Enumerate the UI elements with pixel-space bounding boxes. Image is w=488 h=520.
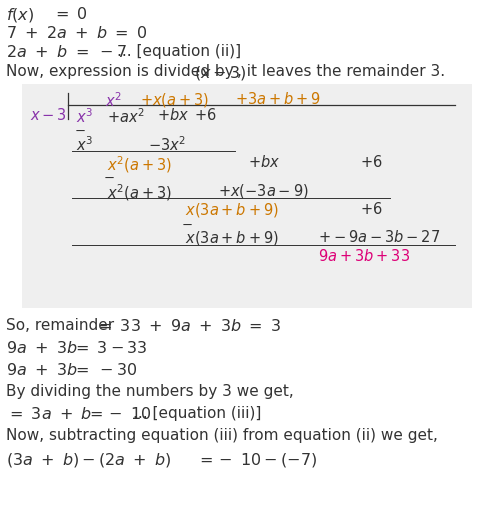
Text: $+3a+b+9$: $+3a+b+9$	[235, 91, 321, 107]
Text: $-3x^2$: $-3x^2$	[148, 135, 186, 154]
Text: $+x(a+3)$: $+x(a+3)$	[140, 91, 209, 109]
Text: $= \ 33 \ + \ 9a \ + \ 3b \ = \ 3$: $= \ 33 \ + \ 9a \ + \ 3b \ = \ 3$	[95, 318, 282, 335]
Text: $+6$: $+6$	[360, 201, 383, 217]
Text: $9a \ + \ 3b$: $9a \ + \ 3b$	[6, 362, 78, 379]
Text: $+-9a-3b-27$: $+-9a-3b-27$	[318, 229, 440, 245]
Text: $2a \ + \ b$: $2a \ + \ b$	[6, 44, 67, 61]
Text: $-$: $-$	[181, 218, 193, 231]
Text: $x^2(a+3)$: $x^2(a+3)$	[107, 182, 172, 203]
Text: $x^3$: $x^3$	[76, 107, 93, 126]
Text: $x(3a+b+9)$: $x(3a+b+9)$	[185, 229, 279, 247]
Text: By dividing the numbers by 3 we get,: By dividing the numbers by 3 we get,	[6, 384, 294, 399]
Text: $= \ -30$: $= \ -30$	[72, 362, 138, 379]
Text: $x^2$: $x^2$	[105, 91, 122, 110]
Text: ... [equation (ii)]: ... [equation (ii)]	[117, 44, 241, 59]
Text: $+bx$: $+bx$	[248, 154, 280, 170]
Text: $(3a \ + \ b) - (2a \ + \ b)$: $(3a \ + \ b) - (2a \ + \ b)$	[6, 451, 172, 469]
Text: $x-3$: $x-3$	[30, 107, 67, 123]
Text: $+6$: $+6$	[194, 107, 217, 123]
Text: $x^3$: $x^3$	[76, 135, 93, 154]
Text: $7 \ + \ 2a \ + \ b \ = \ 0$: $7 \ + \ 2a \ + \ b \ = \ 0$	[6, 25, 147, 42]
Text: $-$: $-$	[103, 171, 115, 184]
Text: Now, expression is divided by: Now, expression is divided by	[6, 64, 239, 79]
Text: $f(x)$: $f(x)$	[6, 6, 34, 24]
FancyBboxPatch shape	[22, 84, 472, 308]
Text: $= \ 3a \ + \ b$: $= \ 3a \ + \ b$	[6, 406, 92, 423]
Text: $= \ 0$: $= \ 0$	[52, 6, 88, 23]
Text: Now, subtracting equation (iii) from equation (ii) we get,: Now, subtracting equation (iii) from equ…	[6, 428, 438, 443]
Text: $= - \ 10$: $= - \ 10$	[86, 406, 152, 423]
Text: $+x(-3a-9)$: $+x(-3a-9)$	[218, 182, 309, 200]
Text: $9a+3b+33$: $9a+3b+33$	[318, 248, 410, 264]
Text: ... [equation (iii)]: ... [equation (iii)]	[133, 406, 262, 421]
Text: $+bx$: $+bx$	[157, 107, 189, 123]
Text: $= \ 3-33$: $= \ 3-33$	[72, 340, 147, 357]
Text: $+ax^2$: $+ax^2$	[107, 107, 145, 126]
Text: $+6$: $+6$	[360, 154, 383, 170]
Text: $(x - 3)$: $(x - 3)$	[194, 64, 246, 82]
Text: $= - \ 10 - (-7)$: $= - \ 10 - (-7)$	[196, 451, 317, 469]
Text: $x^2(a+3)$: $x^2(a+3)$	[107, 154, 172, 175]
Text: $9a \ + \ 3b$: $9a \ + \ 3b$	[6, 340, 78, 357]
Text: $-$: $-$	[74, 124, 86, 137]
Text: $= \ -7$: $= \ -7$	[72, 44, 127, 61]
Text: , it leaves the remainder 3.: , it leaves the remainder 3.	[237, 64, 445, 79]
Text: $x(3a+b+9)$: $x(3a+b+9)$	[185, 201, 279, 219]
Text: So, remainder: So, remainder	[6, 318, 114, 333]
